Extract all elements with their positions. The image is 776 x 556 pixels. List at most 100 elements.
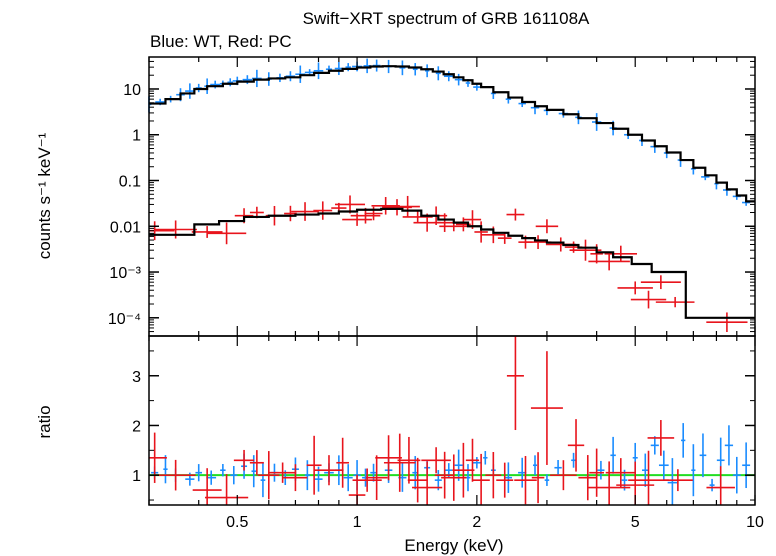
data-point-pc — [452, 442, 475, 498]
data-point-wt — [227, 78, 234, 87]
data-point-wt — [454, 73, 463, 86]
data-point-pc — [206, 222, 247, 245]
data-point-wt — [424, 64, 430, 78]
data-point-wt — [435, 66, 441, 81]
y-ticks-ratio: 1 2 3 — [132, 350, 755, 501]
data-point-wt — [399, 60, 406, 76]
data-point-wt — [443, 71, 454, 82]
data-point-pc — [192, 468, 222, 505]
data-point-wt — [252, 69, 262, 88]
model-curve-pc — [149, 207, 755, 319]
data-point-wt — [370, 463, 377, 482]
data-point-pc — [647, 420, 675, 456]
data-point-wt — [699, 433, 707, 478]
data-point-pc — [578, 455, 598, 501]
data-point-wt — [163, 455, 168, 484]
data-point-wt — [667, 458, 678, 505]
data-point-pc — [589, 448, 605, 497]
data-point-wt — [610, 436, 616, 474]
data-point-pc — [617, 281, 653, 295]
data-point-pc — [258, 451, 280, 500]
data-point-pc — [365, 455, 388, 500]
data-point-wt — [472, 457, 482, 469]
data-point-pc — [655, 296, 695, 308]
data-point-wt — [642, 453, 649, 487]
data-point-pc — [588, 461, 631, 505]
data-point-pc — [314, 455, 344, 486]
data-point-pc — [313, 201, 333, 220]
data-point-wt — [454, 449, 463, 481]
data-point-pc — [336, 437, 349, 488]
data-point-wt — [571, 452, 576, 468]
data-point-wt — [343, 464, 353, 492]
data-point-pc — [306, 435, 322, 495]
chart-title: Swift−XRT spectrum of GRB 161108A — [303, 9, 590, 28]
data-point-pc — [640, 275, 681, 290]
x-tick-labels: 0.5 1 2 5 10 — [226, 514, 764, 531]
data-point-pc — [397, 436, 421, 484]
data-point-pc — [706, 466, 735, 505]
data-point-pc — [269, 462, 297, 483]
x-tick-label: 1 — [353, 514, 362, 531]
data-point-wt — [544, 474, 550, 486]
data-point-pc — [441, 454, 467, 501]
y-tick-label: 3 — [132, 369, 141, 386]
x-tick-label: 2 — [472, 514, 481, 531]
data-point-pc — [628, 450, 669, 505]
data-point-wt — [681, 423, 686, 458]
data-point-pc — [605, 458, 636, 488]
data-point-wt — [206, 470, 217, 485]
data-point-pc — [383, 433, 416, 492]
data-point-pc — [421, 447, 451, 474]
data-point-pc — [191, 226, 223, 238]
data-point-wt — [532, 455, 538, 476]
y-tick-label: 2 — [132, 418, 141, 435]
data-point-wt — [658, 450, 669, 480]
data-point-pc — [567, 419, 585, 472]
y-tick-label: 0.01 — [110, 219, 141, 236]
data-point-wt — [185, 83, 195, 99]
x-axis-label: Energy (keV) — [404, 536, 503, 555]
x-tick-label: 10 — [746, 514, 764, 531]
y-tick-label: 1 — [132, 468, 141, 485]
data-point-wt — [313, 62, 324, 80]
data-point-pc — [395, 195, 420, 218]
data-point-pc — [249, 450, 264, 476]
panel-ratio: 1 2 3 — [132, 335, 756, 506]
y-tick-label: 10 — [123, 82, 141, 99]
data-point-pc — [530, 351, 563, 465]
data-point-wt — [742, 442, 751, 489]
data-point-pc — [550, 460, 577, 491]
data-point-wt — [345, 63, 351, 72]
y-tick-label: 0.1 — [119, 174, 141, 191]
data-point-wt — [724, 425, 734, 466]
data-point-pc — [706, 312, 748, 333]
panel-spectrum: 10 1 0.1 0.01 10⁻³ 10⁻⁴ — [108, 56, 756, 337]
data-point-pc — [204, 474, 249, 505]
data-point-wt — [650, 436, 659, 455]
data-point-pc — [506, 208, 525, 221]
data-point-pc — [291, 202, 319, 221]
x-ticks-ratio — [148, 336, 756, 505]
data-point-wt — [230, 466, 238, 485]
data-point-pc — [496, 462, 514, 498]
data-point-pc — [630, 290, 667, 309]
panel-frame-ratio — [148, 335, 756, 506]
data-point-wt — [483, 451, 488, 465]
data-point-pc — [472, 453, 490, 505]
data-point-wt — [691, 444, 696, 497]
y-tick-label: 10⁻³ — [109, 265, 141, 282]
y-axis-label-ratio: ratio — [35, 405, 54, 438]
data-point-pc — [375, 435, 402, 481]
chart-subtitle: Blue: WT, Red: PC — [150, 32, 292, 51]
data-point-pc — [604, 245, 638, 262]
data-point-wt — [709, 478, 715, 492]
data-point-pc — [465, 438, 480, 482]
y-axis-label-spectrum: counts s⁻¹ keV⁻¹ — [35, 132, 54, 259]
data-point-wt — [195, 464, 203, 482]
data-point-pc — [531, 452, 545, 504]
data-point-pc — [407, 457, 428, 503]
data-point-pc — [588, 252, 630, 271]
data-point-pc — [474, 221, 488, 243]
x-ticks-spectrum — [148, 57, 756, 336]
